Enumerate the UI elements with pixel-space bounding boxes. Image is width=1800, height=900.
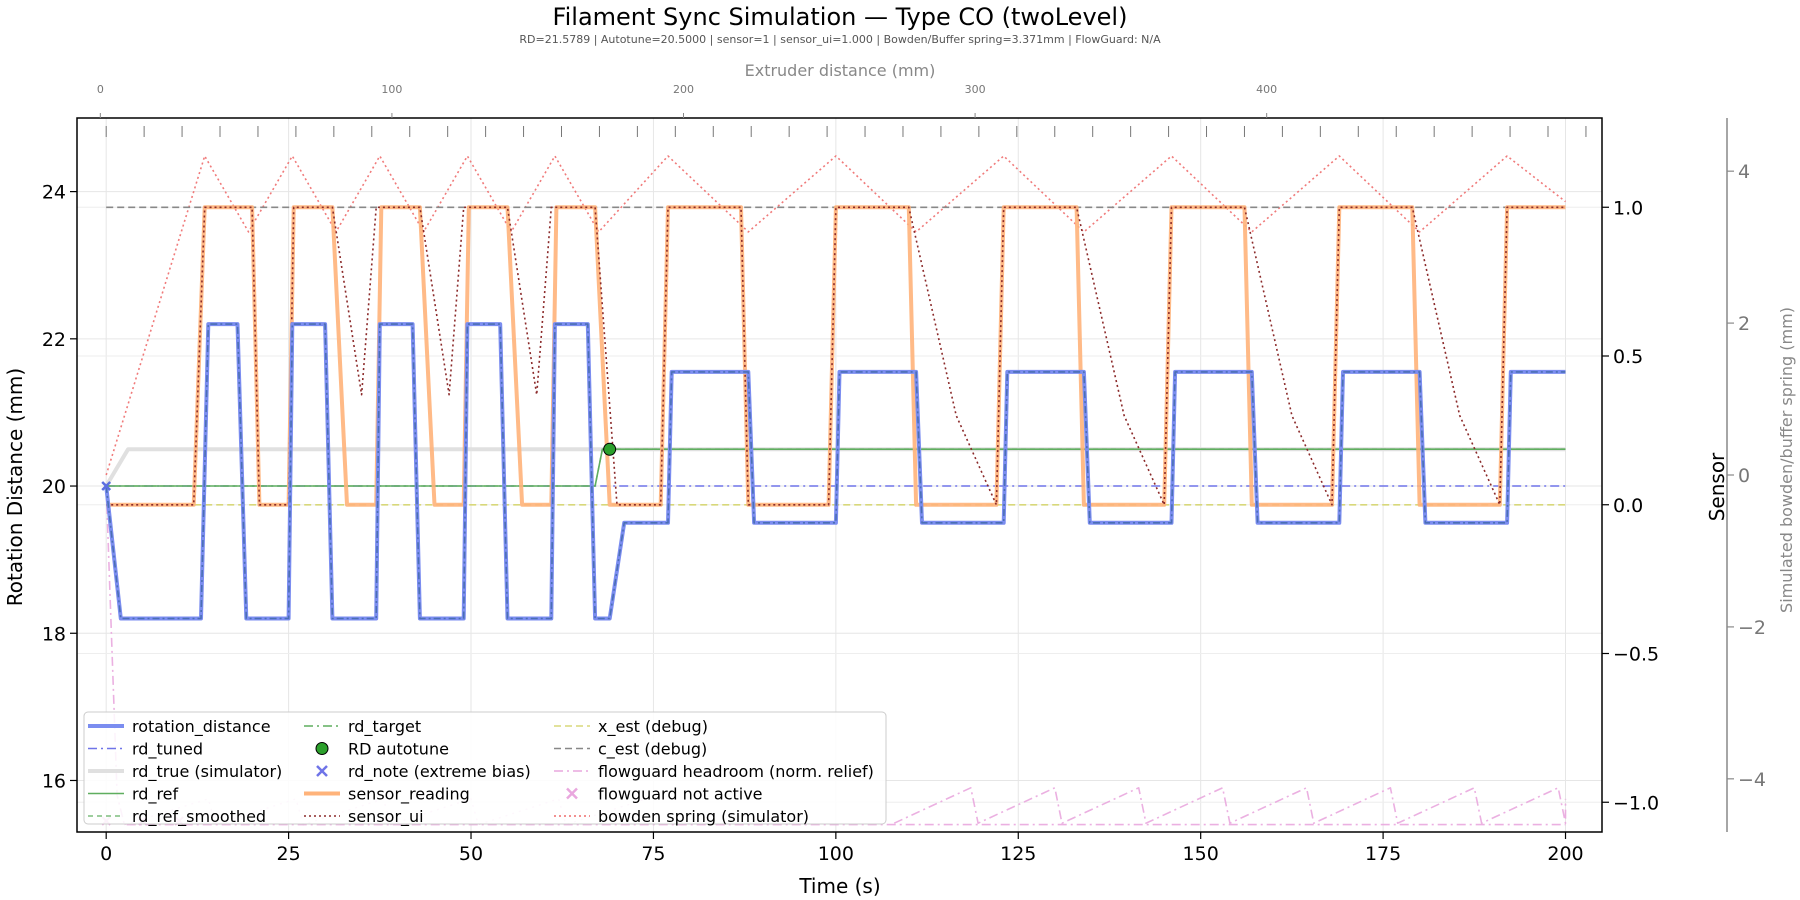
legend-label: sensor_reading (348, 785, 470, 805)
series-layer (101, 126, 1587, 826)
chart-title: Filament Sync Simulation — Type CO (twoL… (553, 3, 1128, 31)
sensor-tick-label: −1.0 (1613, 792, 1659, 814)
top-tick-label: 0 (97, 83, 104, 96)
sensor-tick-label: 0.5 (1613, 346, 1643, 368)
x-tick-label: 150 (1183, 843, 1219, 865)
top-tick-label: 400 (1256, 83, 1277, 96)
x-tick-label: 75 (641, 843, 665, 865)
spring-tick-label: 4 (1738, 161, 1750, 183)
spring-tick-label: −2 (1738, 617, 1766, 639)
x-tick-label: 100 (818, 843, 854, 865)
top-axis-label: Extruder distance (mm) (745, 61, 936, 80)
top-tick-label: 200 (673, 83, 694, 96)
sensor-axis-label: Sensor (1705, 452, 1729, 521)
y-tick-label: 20 (42, 476, 66, 498)
x-tick-label: 200 (1547, 843, 1583, 865)
series-sensor-ui (106, 206, 1566, 506)
x-tick-label: 175 (1365, 843, 1401, 865)
top-tick-label: 100 (381, 83, 402, 96)
sensor-tick-label: −0.5 (1613, 644, 1659, 666)
legend-label: rd_target (348, 717, 421, 737)
plot-frame (76, 117, 1603, 833)
x-tick-label: 25 (277, 843, 301, 865)
legend-label: rotation_distance (132, 717, 271, 737)
y-tick-label: 24 (42, 182, 66, 204)
legend-label: c_est (debug) (598, 740, 707, 760)
x-axis-label: Time (s) (798, 874, 880, 898)
y-tick-label: 16 (42, 770, 66, 792)
legend-swatch (316, 765, 328, 777)
y-axis-label: Rotation Distance (mm) (3, 368, 27, 606)
top-tick-label: 300 (965, 83, 986, 96)
sensor-tick-label: 0.0 (1613, 495, 1643, 517)
series-bowden-spring (105, 155, 1566, 476)
axes-layer: 0 25 50 75 100 125 150 175 2001618202224−1.0−0.5… (42, 83, 1766, 865)
chart-subtitle: RD=21.5789 | Autotune=20.5000 | sensor=1… (519, 33, 1161, 46)
spring-tick-label: 0 (1738, 465, 1750, 487)
legend-swatch (315, 742, 329, 755)
legend-label: x_est (debug) (598, 717, 708, 737)
marker-rd-autotune (603, 442, 617, 456)
series-rd-target (105, 323, 1566, 620)
legend-label: RD autotune (348, 740, 449, 759)
spring-axis-label: Simulated bowden/buffer spring (mm) (1777, 307, 1796, 613)
x-tick-label: 50 (459, 843, 483, 865)
legend-swatch (566, 787, 578, 800)
spring-tick-label: 2 (1738, 313, 1750, 335)
x-tick-label: 0 (100, 843, 112, 865)
legend-label: flowguard not active (598, 785, 763, 804)
sensor-tick-label: 1.0 (1613, 197, 1643, 219)
marker-rd-note (101, 481, 112, 491)
legend-label: rd_tuned (132, 740, 203, 760)
spring-tick-label: −4 (1738, 769, 1766, 791)
legend-box (83, 711, 887, 825)
legend-label: rd_ref (132, 785, 179, 805)
legend-label: rd_true (simulator) (132, 762, 282, 782)
y-tick-label: 22 (42, 329, 66, 351)
legend-label: rd_note (extreme bias) (348, 762, 531, 782)
legend-label: bowden spring (simulator) (598, 807, 809, 826)
legend-label: sensor_ui (348, 807, 424, 827)
legend-label: flowguard headroom (norm. relief) (598, 762, 874, 781)
legend-label: rd_ref_smoothed (132, 807, 266, 827)
x-tick-label: 125 (1000, 843, 1036, 865)
y-tick-label: 18 (42, 623, 66, 645)
series-flowguard-headroom (893, 786, 1567, 825)
series-rd-ref-smoothed (106, 448, 1566, 487)
